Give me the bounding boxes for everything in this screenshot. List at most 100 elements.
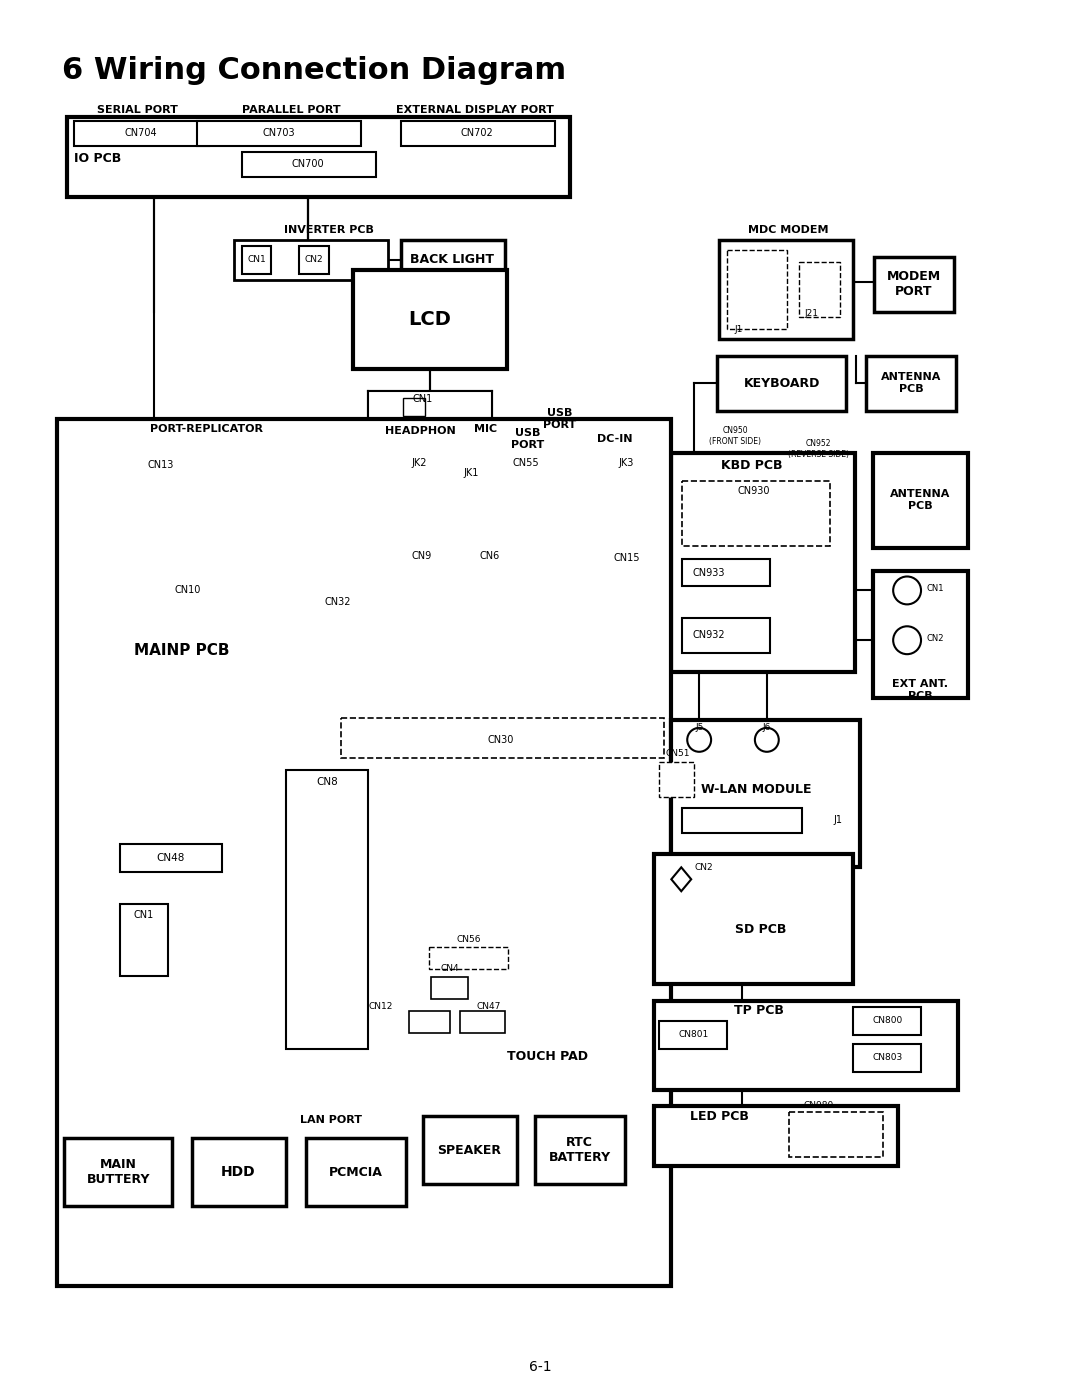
Bar bbox=[654, 1000, 958, 1091]
Text: W-LAN MODULE: W-LAN MODULE bbox=[701, 784, 811, 796]
Bar bbox=[57, 419, 672, 1285]
Text: USB
PORT: USB PORT bbox=[512, 429, 544, 450]
Bar bbox=[660, 761, 694, 796]
Text: J1: J1 bbox=[734, 326, 742, 334]
Text: MIC: MIC bbox=[474, 425, 497, 434]
Bar bbox=[799, 261, 840, 317]
Text: J6: J6 bbox=[762, 724, 771, 732]
Text: CN930: CN930 bbox=[738, 486, 770, 496]
Bar bbox=[460, 541, 518, 570]
Text: CN803: CN803 bbox=[872, 1053, 902, 1062]
Bar bbox=[341, 718, 664, 757]
Text: J5: J5 bbox=[696, 724, 703, 732]
Text: BACK LIGHT: BACK LIGHT bbox=[410, 253, 495, 267]
Circle shape bbox=[893, 626, 921, 654]
Text: TP PCB: TP PCB bbox=[734, 1004, 784, 1017]
Bar bbox=[866, 356, 956, 411]
Text: CN800: CN800 bbox=[872, 1016, 902, 1025]
Bar bbox=[788, 1112, 883, 1157]
Bar bbox=[120, 904, 167, 977]
Text: CN56: CN56 bbox=[456, 935, 481, 943]
Text: ANTENNA
PCB: ANTENNA PCB bbox=[881, 373, 942, 394]
Bar bbox=[660, 1021, 727, 1049]
Text: RTC
BATTERY: RTC BATTERY bbox=[549, 1136, 611, 1164]
Text: KEYBOARD: KEYBOARD bbox=[743, 377, 820, 390]
Text: CN1: CN1 bbox=[247, 256, 266, 264]
Polygon shape bbox=[672, 868, 691, 891]
Circle shape bbox=[755, 728, 779, 752]
Text: HEADPHON: HEADPHON bbox=[386, 426, 456, 436]
Bar bbox=[727, 250, 786, 330]
Text: JK2: JK2 bbox=[411, 458, 428, 468]
Bar bbox=[874, 570, 968, 698]
Text: USB
PORT: USB PORT bbox=[543, 408, 577, 430]
Text: 6 Wiring Connection Diagram: 6 Wiring Connection Diagram bbox=[63, 56, 567, 85]
Text: INVERTER PCB: INVERTER PCB bbox=[284, 225, 374, 235]
Text: J1: J1 bbox=[834, 814, 842, 824]
Bar bbox=[853, 1044, 921, 1071]
Bar bbox=[683, 481, 829, 546]
Bar bbox=[401, 240, 505, 279]
Text: CN47: CN47 bbox=[476, 1002, 500, 1011]
Bar bbox=[120, 844, 221, 872]
Text: CN10: CN10 bbox=[174, 585, 201, 595]
Text: J21: J21 bbox=[805, 309, 819, 319]
Text: EXTERNAL DISPLAY PORT: EXTERNAL DISPLAY PORT bbox=[396, 105, 554, 116]
Bar bbox=[192, 1139, 286, 1206]
Bar bbox=[399, 454, 441, 518]
Bar bbox=[242, 152, 376, 177]
Bar bbox=[683, 559, 770, 587]
Text: CN980: CN980 bbox=[804, 1101, 834, 1109]
Text: CN4: CN4 bbox=[441, 964, 459, 974]
Text: KBD PCB: KBD PCB bbox=[721, 460, 783, 472]
Text: DC-IN: DC-IN bbox=[597, 434, 633, 444]
Bar bbox=[683, 619, 770, 654]
Text: LCD: LCD bbox=[408, 310, 451, 330]
Text: CN950
(FRONT SIDE): CN950 (FRONT SIDE) bbox=[708, 426, 761, 446]
Text: LED PCB: LED PCB bbox=[690, 1109, 748, 1123]
Bar bbox=[853, 1007, 921, 1035]
Text: CN9: CN9 bbox=[411, 550, 432, 560]
Text: MAINP PCB: MAINP PCB bbox=[134, 643, 230, 658]
Bar bbox=[654, 1106, 899, 1166]
Text: CN2: CN2 bbox=[694, 863, 713, 872]
Bar bbox=[717, 356, 847, 411]
Bar bbox=[286, 770, 368, 1049]
Text: JK1: JK1 bbox=[463, 468, 480, 478]
Bar bbox=[683, 807, 801, 834]
Bar bbox=[401, 122, 555, 147]
Bar bbox=[874, 453, 968, 548]
Text: MAIN
BUTTERY: MAIN BUTTERY bbox=[86, 1158, 150, 1186]
Text: CN932: CN932 bbox=[692, 630, 726, 640]
Text: CN704: CN704 bbox=[125, 129, 158, 138]
Bar bbox=[719, 240, 853, 339]
Text: CN1: CN1 bbox=[413, 394, 433, 404]
Bar bbox=[395, 541, 447, 570]
Bar bbox=[197, 122, 361, 147]
Text: TOUCH PAD: TOUCH PAD bbox=[508, 1051, 589, 1063]
Bar bbox=[606, 541, 647, 576]
Bar bbox=[422, 1116, 517, 1185]
Circle shape bbox=[893, 577, 921, 605]
Bar bbox=[450, 464, 492, 528]
Text: SPEAKER: SPEAKER bbox=[437, 1144, 501, 1157]
Bar bbox=[431, 977, 469, 999]
Text: CN51: CN51 bbox=[665, 749, 689, 759]
Bar bbox=[112, 453, 289, 528]
Text: CN952
(REVERSE SIDE): CN952 (REVERSE SIDE) bbox=[788, 439, 849, 458]
Text: CN703: CN703 bbox=[262, 129, 295, 138]
Text: JK3: JK3 bbox=[619, 458, 634, 468]
Text: EXT ANT.
PCB: EXT ANT. PCB bbox=[892, 679, 948, 701]
Bar bbox=[67, 117, 570, 197]
Text: CN2: CN2 bbox=[305, 256, 324, 264]
Text: PARALLEL PORT: PARALLEL PORT bbox=[242, 105, 340, 116]
Bar bbox=[65, 1139, 172, 1206]
Text: CN48: CN48 bbox=[157, 854, 185, 863]
Text: CN15: CN15 bbox=[613, 553, 639, 563]
Bar bbox=[299, 246, 329, 274]
Text: CN30: CN30 bbox=[487, 735, 513, 745]
Bar bbox=[875, 257, 954, 312]
Text: SERIAL PORT: SERIAL PORT bbox=[96, 105, 177, 116]
Text: SD PCB: SD PCB bbox=[735, 922, 786, 936]
Bar bbox=[429, 947, 509, 970]
